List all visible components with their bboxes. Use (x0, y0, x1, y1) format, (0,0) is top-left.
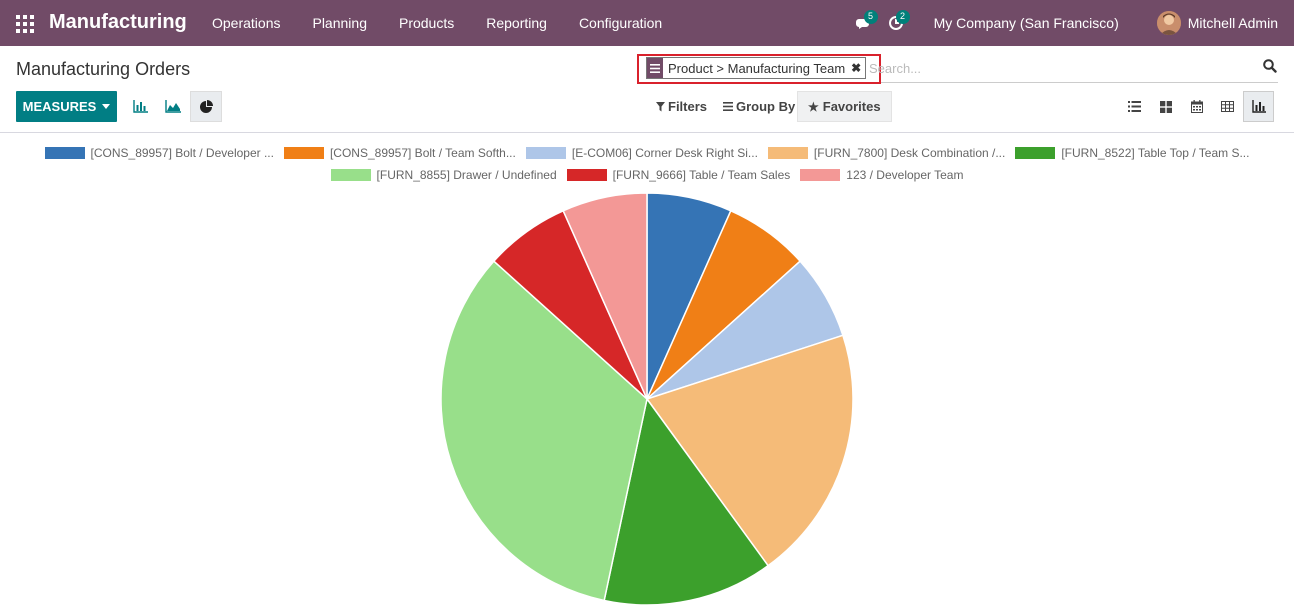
measures-dropdown-button[interactable]: MEASURES (16, 91, 117, 122)
legend-label: [CONS_89957] Bolt / Team Softh... (329, 146, 516, 160)
legend-label: 123 / Developer Team (846, 168, 964, 182)
filters-dropdown-button[interactable]: Filters (656, 91, 707, 122)
bar-chart-button[interactable] (124, 91, 156, 122)
user-name: Mitchell Admin (1187, 15, 1278, 31)
chart-legend-row: [FURN_8855] Drawer / Undefined [FURN_9666… (0, 168, 1294, 182)
pie-slice[interactable] (603, 397, 770, 606)
legend-item[interactable]: 123 / Developer Team (800, 168, 963, 182)
pie-slice[interactable] (645, 334, 854, 567)
user-menu[interactable]: Mitchell Admin (1156, 11, 1278, 35)
area-chart-icon (165, 100, 181, 113)
graph-icon (1251, 100, 1266, 113)
legend-swatch (1015, 147, 1056, 159)
legend-swatch (800, 169, 841, 181)
legend-item[interactable]: [FURN_8855] Drawer / Undefined (330, 168, 557, 182)
pie-slice[interactable] (562, 192, 648, 400)
main-menu: Operations Planning Products Reporting C… (196, 0, 678, 46)
menu-item-configuration[interactable]: Configuration (578, 15, 663, 31)
legend-item[interactable]: [E-COM06] Corner Desk Right Si... (525, 146, 758, 160)
search-input[interactable] (869, 59, 1249, 77)
page-title: Manufacturing Orders (16, 59, 191, 79)
legend-item[interactable]: [CONS_89957] Bolt / Developer ... (44, 146, 274, 160)
search-bar (637, 55, 1278, 83)
activity-menu[interactable]: 2 (882, 0, 910, 46)
legend-swatch (767, 147, 808, 159)
apps-menu-icon[interactable] (14, 13, 34, 33)
menu-item-planning[interactable]: Planning (312, 15, 367, 31)
legend-swatch (283, 147, 324, 159)
legend-swatch (44, 147, 85, 159)
menu-item-operations[interactable]: Operations (212, 15, 281, 31)
menu-item-products[interactable]: Products (398, 15, 455, 31)
pie-chart-icon (200, 99, 213, 113)
star-icon: ★ (808, 99, 819, 114)
systray: 5 2 My Company (San Francisco) Mitchell … (850, 0, 1294, 46)
kanban-icon (1159, 100, 1172, 113)
facet-label: Product > Manufacturing Team (668, 60, 846, 76)
legend-item[interactable]: [CONS_89957] Bolt / Team Softh... (283, 146, 516, 160)
pie-slice[interactable] (440, 260, 648, 602)
group-by-label: Group By (736, 99, 796, 114)
favorites-label: Favorites (822, 99, 881, 114)
top-navbar: Manufacturing Operations Planning Produc… (0, 0, 1294, 46)
legend-label: [FURN_9666] Table / Team Sales (612, 168, 791, 182)
search-facet: Product > Manufacturing Team ✖ (646, 57, 867, 79)
messaging-menu[interactable]: 5 (850, 0, 878, 46)
calendar-view-button[interactable] (1181, 91, 1212, 122)
app-brand[interactable]: Manufacturing (49, 11, 187, 33)
legend-label: [FURN_8855] Drawer / Undefined (376, 168, 557, 182)
pie-chart-button[interactable] (190, 91, 222, 122)
funnel-icon (656, 101, 665, 111)
control-panel-divider (0, 132, 1294, 133)
legend-item[interactable]: [FURN_8522] Table Top / Team S... (1015, 146, 1249, 160)
table-icon (1221, 101, 1234, 112)
graph-view-button[interactable] (1243, 91, 1274, 122)
legend-label: [FURN_7800] Desk Combination /... (813, 146, 1006, 160)
measures-label: MEASURES (22, 99, 97, 114)
bars-icon (723, 102, 733, 111)
group-by-facet-icon (647, 58, 663, 78)
facet-remove-icon[interactable]: ✖ (851, 61, 862, 75)
filters-label: Filters (668, 99, 708, 114)
list-icon (1128, 101, 1141, 112)
caret-down-icon (102, 104, 111, 109)
group-by-dropdown-button[interactable]: Group By (723, 91, 795, 122)
list-view-button[interactable] (1119, 91, 1150, 122)
legend-swatch (525, 147, 566, 159)
calendar-icon (1190, 100, 1203, 113)
menu-item-reporting[interactable]: Reporting (486, 15, 547, 31)
user-avatar (1156, 11, 1181, 35)
legend-label: [CONS_89957] Bolt / Developer ... (90, 146, 274, 160)
legend-label: [FURN_8522] Table Top / Team S... (1061, 146, 1250, 160)
line-chart-button[interactable] (157, 91, 189, 122)
legend-item[interactable]: [FURN_7800] Desk Combination /... (767, 146, 1006, 160)
search-icon[interactable] (1263, 59, 1281, 77)
messages-count-badge: 5 (863, 10, 878, 24)
legend-swatch (566, 169, 607, 181)
chart-legend-row: [CONS_89957] Bolt / Developer ... [CONS_8… (0, 146, 1294, 160)
bar-chart-icon (132, 100, 148, 113)
activities-count-badge: 2 (895, 10, 910, 24)
legend-item[interactable]: [FURN_9666] Table / Team Sales (566, 168, 791, 182)
legend-label: [E-COM06] Corner Desk Right Si... (571, 146, 758, 160)
favorites-dropdown-button[interactable]: ★ Favorites (797, 91, 892, 122)
legend-swatch (330, 169, 371, 181)
pivot-view-button[interactable] (1212, 91, 1243, 122)
kanban-view-button[interactable] (1150, 91, 1181, 122)
company-switcher[interactable]: My Company (San Francisco) (933, 15, 1119, 31)
